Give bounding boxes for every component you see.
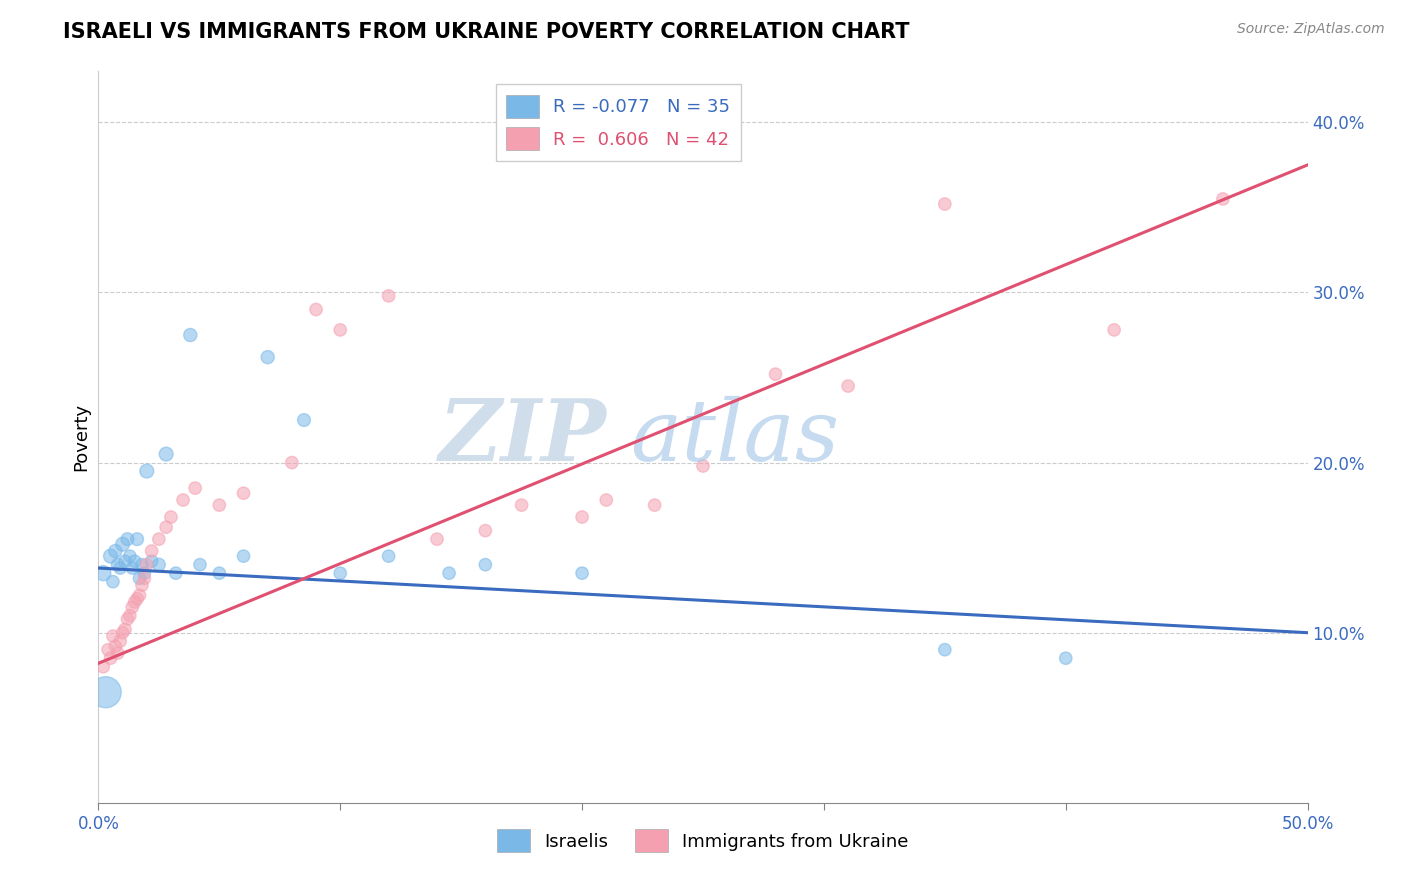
Point	[131, 578, 153, 592]
Point	[155, 447, 177, 461]
Point	[377, 289, 399, 303]
Point	[1102, 323, 1125, 337]
Point	[111, 625, 134, 640]
Point	[837, 379, 859, 393]
Point	[571, 510, 593, 524]
Point	[1212, 192, 1234, 206]
Point	[104, 640, 127, 654]
Point	[114, 554, 136, 568]
Point	[118, 608, 141, 623]
Point	[101, 629, 124, 643]
Point	[510, 498, 533, 512]
Point	[107, 646, 129, 660]
Point	[124, 595, 146, 609]
Point	[292, 413, 315, 427]
Point	[329, 566, 352, 581]
Point	[595, 493, 617, 508]
Point	[131, 558, 153, 572]
Point	[135, 464, 157, 478]
Point	[141, 554, 163, 568]
Point	[437, 566, 460, 581]
Point	[155, 520, 177, 534]
Point	[108, 561, 131, 575]
Point	[148, 558, 170, 572]
Point	[184, 481, 207, 495]
Legend: Israelis, Immigrants from Ukraine: Israelis, Immigrants from Ukraine	[491, 822, 915, 860]
Point	[121, 600, 143, 615]
Y-axis label: Poverty: Poverty	[72, 403, 90, 471]
Point	[160, 510, 183, 524]
Point	[377, 549, 399, 563]
Point	[474, 558, 496, 572]
Point	[121, 561, 143, 575]
Point	[474, 524, 496, 538]
Point	[208, 566, 231, 581]
Point	[114, 622, 136, 636]
Point	[100, 549, 122, 563]
Point	[188, 558, 211, 572]
Point	[165, 566, 187, 581]
Point	[100, 651, 122, 665]
Point	[179, 328, 201, 343]
Point	[305, 302, 328, 317]
Point	[232, 549, 254, 563]
Point	[111, 537, 134, 551]
Point	[934, 197, 956, 211]
Point	[571, 566, 593, 581]
Point	[134, 566, 156, 581]
Point	[127, 532, 149, 546]
Text: Source: ZipAtlas.com: Source: ZipAtlas.com	[1237, 22, 1385, 37]
Point	[329, 323, 352, 337]
Point	[426, 532, 449, 546]
Point	[135, 558, 157, 572]
Point	[128, 588, 150, 602]
Point	[97, 642, 120, 657]
Point	[148, 532, 170, 546]
Point	[91, 566, 114, 581]
Point	[141, 544, 163, 558]
Point	[117, 612, 139, 626]
Point	[1054, 651, 1077, 665]
Point	[124, 554, 146, 568]
Point	[101, 574, 124, 589]
Point	[128, 571, 150, 585]
Point	[134, 571, 156, 585]
Point	[108, 634, 131, 648]
Point	[104, 544, 127, 558]
Point	[118, 549, 141, 563]
Point	[94, 685, 117, 699]
Point	[232, 486, 254, 500]
Point	[934, 642, 956, 657]
Point	[692, 458, 714, 473]
Text: ZIP: ZIP	[439, 395, 606, 479]
Point	[256, 350, 278, 364]
Point	[281, 456, 304, 470]
Point	[644, 498, 666, 512]
Point	[765, 367, 787, 381]
Point	[91, 659, 114, 673]
Point	[127, 591, 149, 606]
Point	[107, 558, 129, 572]
Text: atlas: atlas	[630, 396, 839, 478]
Point	[208, 498, 231, 512]
Point	[172, 493, 194, 508]
Text: ISRAELI VS IMMIGRANTS FROM UKRAINE POVERTY CORRELATION CHART: ISRAELI VS IMMIGRANTS FROM UKRAINE POVER…	[63, 22, 910, 42]
Point	[117, 532, 139, 546]
